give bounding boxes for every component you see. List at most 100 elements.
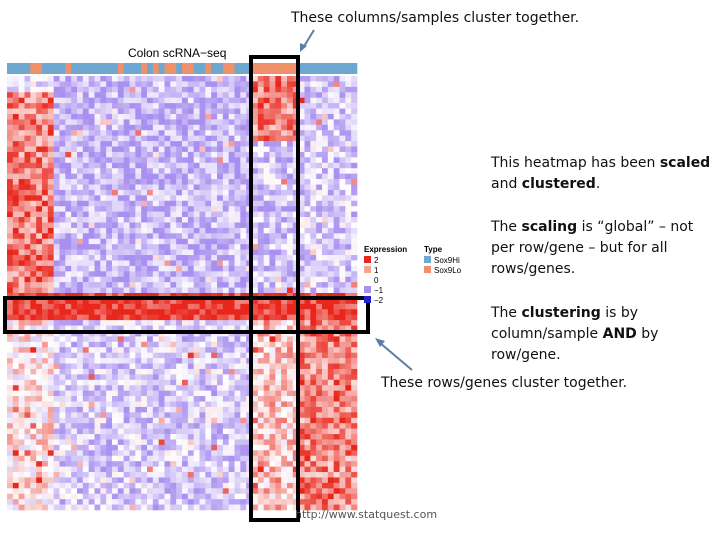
heatmap-cell (36, 108, 43, 115)
heatmap-cell (141, 135, 148, 142)
heatmap-cell (135, 325, 142, 332)
heatmap-cell (240, 92, 247, 98)
heatmap-cell (18, 287, 25, 294)
heatmap-cell (176, 146, 183, 153)
heatmap-cell (263, 271, 270, 278)
heatmap-cell (12, 423, 19, 429)
heatmap-cell (333, 293, 340, 299)
heatmap-cell (187, 206, 194, 212)
heatmap-cell (287, 206, 294, 212)
heatmap-cell (77, 113, 84, 120)
heatmap-cell (234, 97, 241, 104)
heatmap-cell (164, 385, 171, 391)
heatmap-cell (36, 233, 43, 240)
heatmap-cell (316, 200, 323, 207)
heatmap-cell (257, 320, 264, 326)
heatmap-cell (65, 108, 72, 115)
heatmap-cell (287, 168, 294, 174)
heatmap-cell (257, 428, 264, 435)
heatmap-cell (36, 260, 43, 267)
heatmap-cell (117, 406, 124, 413)
heatmap-cell (234, 455, 241, 462)
heatmap-cell (187, 298, 194, 305)
heatmap-cell (304, 130, 311, 136)
heatmap-cell (287, 499, 294, 505)
heatmap-cell (77, 423, 84, 429)
heatmap-cell (12, 233, 19, 240)
heatmap-cell (100, 255, 107, 261)
heatmap-cell (112, 396, 119, 402)
heatmap-cell (322, 390, 329, 397)
heatmap-cell (269, 493, 276, 500)
heatmap-cell (351, 466, 358, 473)
heatmap-cell (36, 309, 43, 315)
heatmap-cell (217, 130, 224, 136)
heatmap-cell (304, 293, 311, 299)
heatmap-cell (152, 244, 159, 250)
heatmap-cell (147, 211, 154, 218)
heatmap-cell (292, 363, 299, 370)
heatmap-cell (112, 151, 119, 158)
heatmap-cell (88, 499, 95, 505)
heatmap-cell (228, 287, 235, 294)
heatmap-cell (281, 135, 288, 142)
heatmap-cell (322, 401, 329, 408)
heatmap-cell (287, 477, 294, 484)
heatmap-cell (217, 157, 224, 164)
heatmap-cell (141, 282, 148, 288)
heatmap-cell (24, 135, 31, 142)
heatmap-cell (205, 444, 212, 451)
heatmap-cell (164, 119, 171, 126)
heatmap-cell (164, 189, 171, 196)
heatmap-cell (345, 206, 352, 212)
heatmap-cell (7, 179, 14, 185)
heatmap-cell (147, 141, 154, 147)
heatmap-cell (158, 368, 165, 375)
heatmap-cell (59, 450, 66, 457)
heatmap-cell (193, 363, 200, 370)
text-span: The (491, 305, 522, 321)
heatmap-cell (257, 249, 264, 256)
heatmap-cell (7, 168, 14, 174)
heatmap-cell (24, 309, 31, 315)
heatmap-cell (77, 309, 84, 315)
heatmap-cell (292, 200, 299, 207)
heatmap-cell (252, 303, 259, 310)
heatmap-cell (117, 455, 124, 462)
heatmap-cell (257, 368, 264, 375)
heatmap-cell (135, 444, 142, 451)
heatmap-cell (30, 189, 37, 196)
heatmap-cell (339, 119, 346, 126)
heatmap-cell (275, 146, 282, 153)
heatmap-cell (316, 444, 323, 451)
heatmap-cell (12, 379, 19, 386)
heatmap-cell (228, 488, 235, 495)
heatmap-cell (281, 450, 288, 457)
heatmap-cell (47, 450, 54, 457)
heatmap-cell (7, 374, 14, 381)
heatmap-cell (106, 434, 113, 440)
heatmap-cell (7, 444, 14, 451)
heatmap-cell (158, 303, 165, 310)
heatmap-cell (217, 244, 224, 250)
heatmap-cell (47, 385, 54, 391)
type-bar-cell (339, 63, 346, 74)
heatmap-cell (100, 428, 107, 435)
heatmap-cell (141, 423, 148, 429)
heatmap-cell (263, 157, 270, 164)
heatmap-cell (47, 493, 54, 500)
heatmap-cell (176, 179, 183, 185)
type-bar-cell (281, 63, 288, 74)
heatmap-cell (176, 222, 183, 229)
heatmap-cell (187, 461, 194, 467)
heatmap-cell (217, 173, 224, 180)
heatmap-cell (135, 151, 142, 158)
heatmap-cell (53, 103, 60, 109)
heatmap-cell (82, 439, 89, 446)
heatmap-cell (24, 477, 31, 484)
heatmap-cell (77, 211, 84, 218)
heatmap-cell (18, 423, 25, 429)
heatmap-cell (345, 472, 352, 478)
heatmap-cell (228, 499, 235, 505)
heatmap-cell (257, 200, 264, 207)
